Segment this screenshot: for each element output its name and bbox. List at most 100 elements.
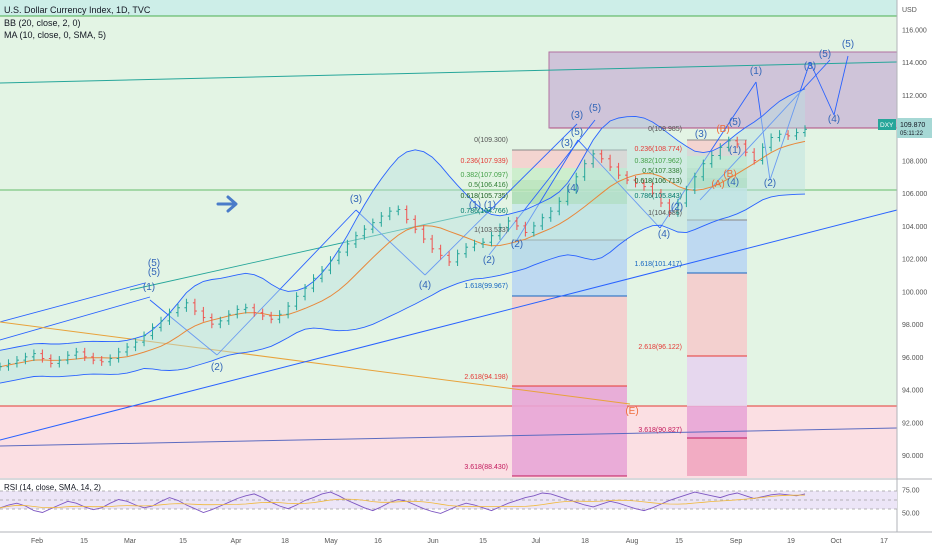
corrective-wave-labels: (B)(B)(A)(E) — [625, 124, 736, 417]
fib-box-right-pink — [687, 438, 747, 476]
y-tick-label: 108.000 — [902, 158, 927, 165]
elliott-wave-labels: (5)(5)(1)(2)(3)(4)(1) (1)(2)(2)(3)(5)(5)(… — [143, 39, 854, 373]
bollinger-legend[interactable]: BB (20, close, 2, 0) — [4, 17, 81, 28]
rsi-tick-label: 50.00 — [902, 510, 920, 517]
bollinger-upper-band — [0, 88, 806, 351]
fib-level-label: 1.618(101.417) — [635, 261, 682, 268]
wave-label: (4) — [419, 280, 431, 291]
wave-label: (4) — [727, 177, 739, 188]
fib-level-label: 0.236(107.939) — [461, 158, 508, 165]
y-tick-label: 96.000 — [902, 355, 924, 362]
wave-label: (5) — [729, 117, 741, 128]
y-tick-label: 90.000 — [902, 453, 924, 460]
corrective-label: (E) — [625, 406, 638, 417]
fib-level-label: 0.382(107.097) — [461, 172, 508, 179]
rsi-ma-line — [0, 494, 806, 509]
fib-level-label: 1.618(99.967) — [464, 283, 508, 290]
wave-label: (3) — [804, 61, 816, 72]
y-tick-label: 104.000 — [902, 224, 927, 231]
wave-label: (1) — [143, 282, 155, 293]
trendlines — [0, 55, 898, 447]
rsi-legend[interactable]: RSI (14, close, SMA, 14, 2) — [4, 483, 101, 492]
fib-level-label: 3.618(90.827) — [638, 427, 682, 434]
fib-level-label: 3.618(88.430) — [464, 464, 508, 471]
fib-level-label: 0.618(105.735) — [461, 193, 508, 200]
x-tick-label: 18 — [581, 538, 589, 545]
wave-label: (5) — [148, 267, 160, 278]
chart-title[interactable]: U.S. Dollar Currency Index, 1D, TVC — [4, 5, 151, 15]
x-tick-label: 16 — [374, 538, 382, 545]
x-tick-label: Sep — [730, 538, 743, 545]
x-tick-label: 18 — [281, 538, 289, 545]
wave-label: (1) — [729, 145, 741, 156]
y-tick-label: 106.000 — [902, 191, 927, 198]
y-tick-label: 92.000 — [902, 420, 924, 427]
wave-label: (2) — [764, 178, 776, 189]
wave-label: (1) — [469, 200, 481, 211]
bollinger-band-fill — [0, 88, 805, 384]
wave-label: (3) — [350, 194, 362, 205]
currency-label: USD — [902, 7, 917, 14]
current-price-box[interactable] — [897, 118, 932, 138]
y-tick-label: 102.000 — [902, 257, 927, 264]
fib-level-label: 0.786(105.843) — [635, 193, 682, 200]
wave-label: (4) — [828, 114, 840, 125]
x-tick-label: Jun — [427, 538, 438, 545]
corrective-label: (A) — [711, 179, 724, 190]
x-tick-label: 17 — [880, 538, 888, 545]
fib-level-label: 2.618(94.198) — [464, 374, 508, 381]
wave-label: (4) — [567, 183, 579, 194]
rsi-tick-label: 75.00 — [902, 487, 920, 494]
moving-average-line — [0, 140, 806, 368]
fib-box-left-green1 — [512, 168, 627, 180]
fib-level-label: 0.236(108.774) — [635, 146, 682, 153]
wave-label: (5) — [571, 127, 583, 138]
x-tick-label: Aug — [626, 538, 639, 545]
wave-label: (2) — [511, 239, 523, 250]
ma-legend[interactable]: MA (10, close, 0, SMA, 5) — [4, 30, 107, 40]
x-tick-label: 19 — [787, 538, 795, 545]
x-tick-label: 15 — [675, 538, 683, 545]
x-tick-label: 15 — [80, 538, 88, 545]
x-tick-label: 15 — [179, 538, 187, 545]
red-zone — [0, 406, 897, 478]
fib-box-left-teal — [512, 204, 627, 240]
fib-box-left-salmon — [512, 296, 627, 386]
y-tick-label: 112.000 — [902, 93, 927, 100]
chart-legend: U.S. Dollar Currency Index, 1D, TVC BB (… — [4, 4, 150, 42]
symbol-tag-box[interactable] — [878, 119, 896, 130]
x-tick-label: May — [324, 538, 338, 545]
fibonacci-labels: 0(109.300) 0.236(107.939) 0.382(107.097) 0.… — [461, 126, 682, 471]
wave-label: (5) — [589, 103, 601, 114]
wave-label: (1) — [750, 66, 762, 77]
y-tick-label: 114.000 — [902, 60, 927, 67]
corrective-label: (B) — [723, 169, 736, 180]
countdown-label: 05:11:22 — [900, 131, 924, 137]
wave-label: (2) — [671, 202, 683, 213]
top-teal-zone — [0, 0, 897, 16]
fib-box-left-red — [512, 150, 627, 168]
arrow-right-icon — [216, 195, 238, 213]
wave-label: (3) — [695, 129, 707, 140]
price-bars — [0, 125, 807, 371]
fib-box-right-teal — [687, 188, 747, 220]
bollinger-lower-band — [0, 193, 806, 384]
y-tick-label: 116.000 — [902, 27, 927, 34]
fib-level-label: 0.5(107.338) — [642, 168, 682, 175]
wave-label: (2) — [483, 255, 495, 266]
fib-level-label: 1(104.685) — [648, 210, 682, 217]
fib-level-label: 1(103.533) — [474, 227, 508, 234]
fib-level-label: 0.382(107.962) — [635, 158, 682, 165]
wave-label: (5) — [819, 49, 831, 60]
wave-label: (5) — [148, 258, 160, 269]
corrective-label: (B) — [716, 124, 729, 135]
rsi-line — [0, 491, 806, 514]
symbol-tag: DXY — [880, 122, 894, 129]
fib-box-left-blue — [512, 240, 627, 296]
fib-box-left-magenta — [512, 386, 627, 476]
price-axis-bg — [897, 0, 932, 550]
wave-label: (5) — [842, 39, 854, 50]
fib-box-right-lavender — [687, 356, 747, 406]
